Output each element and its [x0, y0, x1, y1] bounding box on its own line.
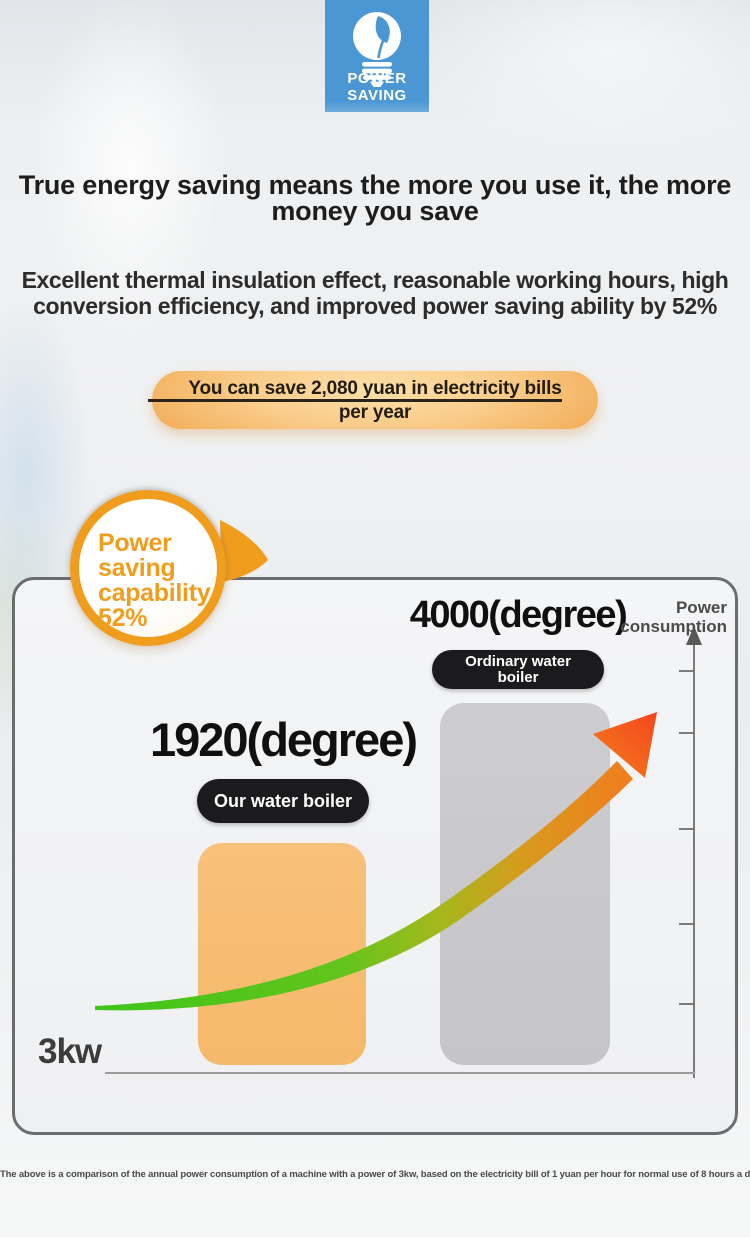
x-axis-label: 3kw — [38, 1032, 102, 1071]
y-axis-label: Power consumption — [620, 598, 727, 636]
y-axis-line — [693, 644, 695, 1078]
y-axis-tick — [679, 828, 695, 830]
bar-ordinary-water-boiler — [440, 703, 610, 1065]
savings-banner: You can save 2,080 yuan in electricity b… — [148, 371, 598, 429]
footer-note: The above is a comparison of the annual … — [0, 1169, 750, 1180]
bar-our-water-boiler — [198, 843, 366, 1065]
category-pill-our: Our water boiler — [197, 779, 369, 823]
power-saving-badge: POWER SAVING — [325, 0, 429, 112]
y-axis-tick — [679, 1003, 695, 1005]
badge-label: POWER SAVING — [347, 70, 407, 104]
banner-line-2: per year — [338, 401, 412, 423]
chart-panel: 4000(degree) Ordinary water boiler 1920(… — [12, 577, 738, 1135]
eco-lightbulb-icon — [353, 12, 401, 87]
x-axis-line — [105, 1072, 695, 1074]
page-title: True energy saving means the more you us… — [18, 170, 732, 226]
y-axis-tick — [679, 732, 695, 734]
capability-text: Power saving capability 52% — [98, 529, 211, 632]
value-label-ordinary: 4000(degree) — [409, 594, 628, 636]
banner-line-1: You can save 2,080 yuan in electricity b… — [148, 378, 562, 402]
category-pill-ordinary: Ordinary water boiler — [432, 650, 604, 689]
bottom-spacer — [0, 1237, 750, 1256]
y-axis-arrow-icon — [686, 626, 702, 645]
capability-bubble: Power saving capability 52% — [70, 490, 226, 646]
value-label-our: 1920(degree) — [150, 713, 418, 766]
trend-arrow-icon — [95, 712, 657, 1011]
y-axis-tick — [679, 670, 695, 672]
y-axis-tick — [679, 923, 695, 925]
bubble-tail-icon — [220, 520, 268, 582]
page-subtitle: Excellent thermal insulation effect, rea… — [21, 267, 729, 319]
